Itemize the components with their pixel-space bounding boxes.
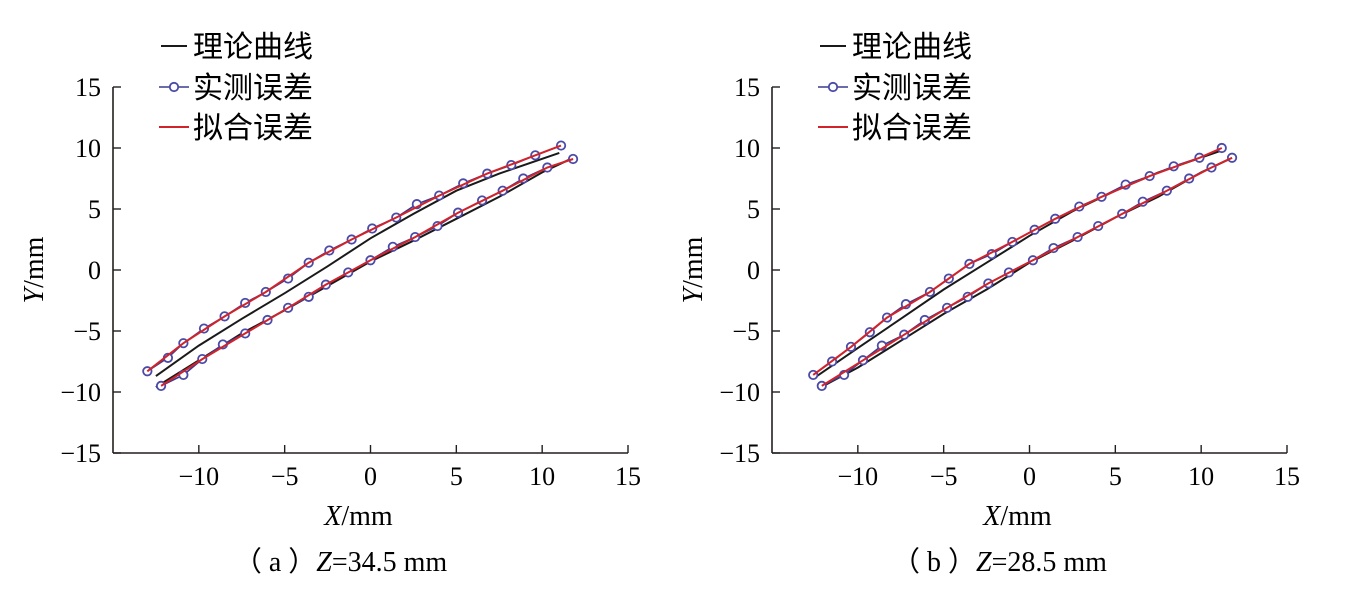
y-tick-label: 10 <box>75 134 101 163</box>
legend-measured-marker <box>168 81 180 93</box>
series-theory-line <box>155 151 560 377</box>
x-tick-label: 10 <box>1188 462 1214 491</box>
y-axis-label-unit: /mm <box>19 236 50 288</box>
x-tick-label: 0 <box>1023 462 1036 491</box>
caption-var: Z <box>976 547 992 578</box>
legend-label-fitted: 拟合误差 <box>193 112 313 145</box>
y-tick-label: 5 <box>747 195 760 224</box>
legend-label-theory: 理论曲线 <box>852 31 972 64</box>
y-tick-label: 10 <box>734 134 760 163</box>
x-axis-label-var: X <box>323 501 342 532</box>
caption-prefix: （ a ） <box>234 546 316 578</box>
y-tick-label: −15 <box>60 439 101 468</box>
x-tick-label: 5 <box>450 462 463 491</box>
y-tick-label: 0 <box>747 256 760 285</box>
x-tick-label: −10 <box>837 462 878 491</box>
x-axis-label: X/mm <box>982 501 1052 532</box>
legend-label-theory: 理论曲线 <box>193 31 313 64</box>
x-tick-label: 0 <box>364 462 377 491</box>
series-theory-line <box>814 149 1223 379</box>
series-fitted-line <box>812 147 1223 376</box>
x-axis-label: X/mm <box>323 501 393 532</box>
x-tick-label: 10 <box>529 462 555 491</box>
y-tick-label: 15 <box>734 73 760 102</box>
series-measured-line <box>146 144 562 372</box>
series-measured-line <box>160 158 574 387</box>
legend-measured-marker <box>827 81 839 93</box>
caption-value: =28.5 mm <box>992 547 1108 578</box>
legend-label-measured: 实测误差 <box>852 72 972 105</box>
y-axis-label-unit: /mm <box>678 236 709 288</box>
x-axis-label-unit: /mm <box>1000 501 1052 532</box>
y-tick-label: −10 <box>60 378 101 407</box>
y-tick-label: −5 <box>732 317 760 346</box>
y-tick-label: 15 <box>75 73 101 102</box>
x-tick-label: 15 <box>615 462 641 491</box>
y-tick-label: 5 <box>88 195 101 224</box>
y-axis-label-var: Y <box>678 284 709 303</box>
panel-caption: （ b ）Z=28.5 mm <box>892 546 1107 578</box>
x-tick-label: −5 <box>930 462 958 491</box>
y-tick-label: −15 <box>719 439 760 468</box>
measured-point <box>555 140 567 151</box>
y-axis-label-var: Y <box>19 284 50 303</box>
caption-var: Z <box>316 547 332 578</box>
series-fitted-line <box>821 156 1233 387</box>
series-measured-line <box>812 147 1223 376</box>
panel-b: −10 −5 0 5 10 15−15−10−5051015X/mmY/mm理论曲线实测误… <box>678 31 1300 578</box>
x-tick-label: −5 <box>271 462 299 491</box>
panel-a: −10 −5 0 5 10 15−15−10−5051015X/mmY/mm理论曲线实测误… <box>19 31 641 578</box>
panel-caption: （ a ）Z=34.5 mm <box>234 546 448 578</box>
x-tick-label: 5 <box>1109 462 1122 491</box>
x-tick-label: 15 <box>1274 462 1300 491</box>
series-theory-line <box>155 156 574 388</box>
x-tick-label: −10 <box>178 462 219 491</box>
legend-label-measured: 实测误差 <box>193 72 313 105</box>
legend-label-fitted: 拟合误差 <box>852 112 972 145</box>
y-tick-label: 0 <box>88 256 101 285</box>
x-axis-label-var: X <box>982 501 1001 532</box>
series-fitted-line <box>160 158 574 387</box>
y-axis-label: Y/mm <box>19 236 50 303</box>
caption-value: =34.5 mm <box>332 547 448 578</box>
x-axis-label-unit: /mm <box>341 501 393 532</box>
y-axis-label: Y/mm <box>678 236 709 303</box>
caption-prefix: （ b ） <box>892 546 976 578</box>
series-fitted-line <box>146 144 562 373</box>
y-tick-label: −5 <box>73 317 101 346</box>
y-tick-label: −10 <box>719 378 760 407</box>
